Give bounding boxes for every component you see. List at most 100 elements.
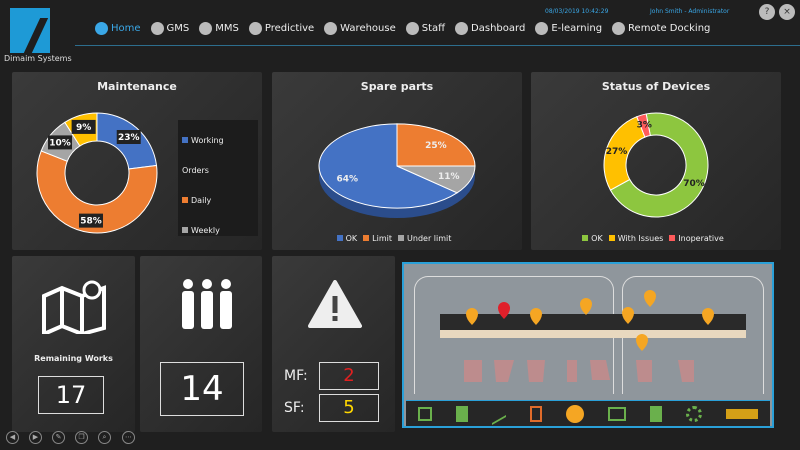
legend-item: Weekly [182,216,248,246]
nav-staff[interactable]: Staff [405,22,446,35]
slice-under-limit [396,165,476,194]
slice-inoperative [636,113,651,138]
user-info[interactable]: John Smith - Administrator [650,8,730,15]
nav-remote-docking[interactable]: Remote Docking [612,22,710,35]
tools-icon [199,22,213,35]
legend-item: Working Orders [182,126,248,186]
escalator-icon[interactable] [492,402,506,425]
slice-ok [609,112,709,218]
map-markers [464,290,714,382]
nav-mms[interactable]: MMS [199,22,239,35]
legend-label: Working Orders [182,136,224,175]
mf-label: MF: [284,368,308,384]
alerts-panel[interactable]: MF: 2 SF: 5 [272,256,395,432]
boarding-bridge-icon[interactable] [726,408,758,419]
nav-home[interactable]: Home [95,22,141,35]
legend-swatch [182,197,188,203]
map-pin-icon [42,280,106,334]
staff-panel[interactable]: 14 [140,256,262,432]
staff-value: 14 [160,362,244,416]
maintenance-donut: 23% 58% 10% 9% [36,112,158,234]
status-donut: 70% 27% 3% [603,112,709,218]
remaining-works-label: Remaining Works [34,354,113,363]
nav-label: Warehouse [340,23,396,34]
remaining-works-panel[interactable]: Remaining Works 17 [12,256,135,432]
legend-label: Inoperative [678,234,724,243]
legend-label: OK [591,234,603,243]
legend-swatch [363,235,370,241]
search-icon [248,22,262,35]
legend-label: With Issues [617,234,664,243]
legend-item: OK [336,234,358,243]
nav-warehouse[interactable]: Warehouse [324,22,396,35]
hvac-icon[interactable] [686,405,702,422]
brand-name: Dimaim Systems [4,54,72,63]
warehouse-icon [324,22,338,35]
nav-label: MMS [215,23,239,34]
home-icon [95,22,108,35]
luggage-icon[interactable] [418,406,432,421]
lift-icon[interactable] [530,405,542,422]
legend-swatch [182,137,188,143]
chart-title: Maintenance [97,80,177,93]
nav-label: Staff [421,23,446,34]
legend-item: OK [582,234,603,243]
legend-swatch [669,235,676,241]
nav-e-learning[interactable]: E-learning [535,22,602,35]
edit-button[interactable]: ✎ [52,431,65,444]
mf-value: 2 [319,362,379,390]
status-panel: Status of Devices 70% 27% 3% OK With Issues… [531,72,781,250]
legend-label: Under limit [407,234,452,243]
cctv-icon[interactable] [566,404,584,423]
power-panel-icon[interactable] [608,406,626,421]
terminal-building [440,330,746,338]
legend-swatch [608,235,615,241]
legend-label: OK [345,234,358,243]
nav-gms[interactable]: GMS [150,22,190,35]
airport-map[interactable] [402,262,774,428]
staff-icon [405,22,419,35]
data-label-box [78,213,103,228]
legend-item: With Issues [608,234,664,243]
ticket-icon[interactable] [650,405,662,422]
legend-swatch [336,235,343,241]
data-label: 9% [76,123,91,133]
slice-ok [318,123,459,209]
nav-label: Predictive [264,23,315,34]
logo [10,8,50,53]
data-label: 25% [425,141,447,151]
forward-button[interactable]: ▶ [29,431,42,444]
data-label: 70% [683,179,705,189]
help-button[interactable]: ? [759,4,775,20]
nav-divider [75,45,800,46]
elevator-icon[interactable] [456,405,468,422]
data-label: 11% [438,172,460,182]
nav-label: Dashboard [471,23,526,34]
legend-swatch [582,235,589,241]
sf-value: 5 [319,394,379,422]
data-label: 10% [49,138,71,148]
chart-title: Spare parts [360,80,434,93]
nav-label: GMS [166,23,190,34]
legend-item: Inoperative [669,234,724,243]
data-label: 23% [118,133,140,143]
nav-dashboard[interactable]: Dashboard [455,22,525,35]
slice-limit [396,123,476,167]
search-button[interactable]: ⌕ [98,431,111,444]
spare-parts-legend: OK Limit Under limit [272,234,522,243]
globe-icon [535,22,549,35]
more-button[interactable]: ⋯ [122,431,135,444]
copy-button[interactable]: ❐ [75,431,88,444]
close-button[interactable]: × [779,4,795,20]
remaining-works-value: 17 [38,376,104,414]
people-icon [182,279,232,329]
slice-daily [36,150,158,234]
spare-parts-panel: Spare parts 64% 25% 11% OK Limit Under limit [272,72,522,250]
back-button[interactable]: ◀ [6,431,19,444]
legend-item: Limit [363,234,392,243]
data-label: 58% [80,217,102,227]
nav-predictive[interactable]: Predictive [248,22,315,35]
data-label-box [71,119,96,134]
device-toolbar [406,400,770,426]
nav-label: Remote Docking [628,23,711,34]
